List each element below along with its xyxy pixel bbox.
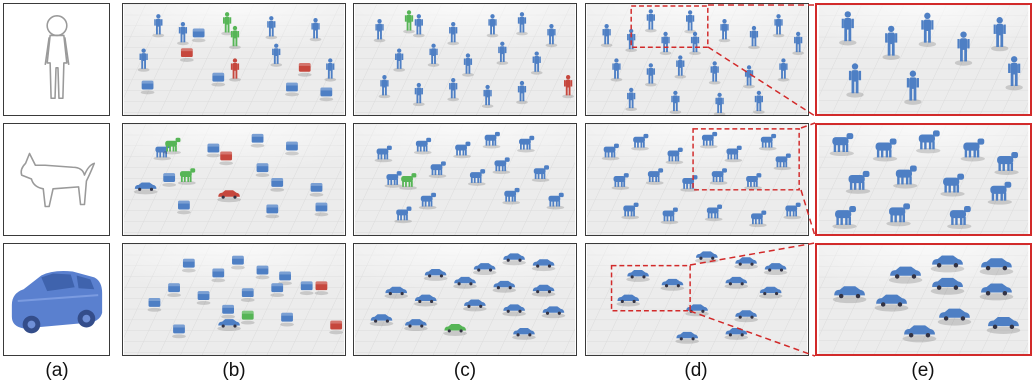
scene-b-human — [122, 3, 346, 116]
human-sketch-icon — [44, 15, 70, 100]
column-label-b: (b) — [222, 360, 246, 381]
column-label-c: (c) — [453, 360, 477, 381]
zoom-region — [692, 128, 800, 191]
scene-d-human — [585, 3, 809, 116]
query-panel-human — [3, 3, 110, 116]
dog-sketch-icon — [20, 152, 96, 208]
scene-b-animal — [122, 123, 346, 236]
scene-c-human — [353, 3, 577, 116]
query-panel-car — [3, 243, 110, 356]
scene-d-animal — [585, 123, 809, 236]
zoom-region — [630, 5, 709, 48]
scene-c-animal — [353, 123, 577, 236]
scene-e-animal-zoom — [815, 123, 1032, 236]
scene-b-car — [122, 243, 346, 356]
column-label-a: (a) — [45, 360, 69, 381]
car-model-icon — [11, 271, 103, 334]
column-label-e: (e) — [911, 360, 935, 381]
scene-e-car-zoom — [815, 243, 1032, 356]
scene-c-car — [353, 243, 577, 356]
scene-e-human-zoom — [815, 3, 1032, 116]
query-panel-dog — [3, 123, 110, 236]
scene-d-car — [585, 243, 809, 356]
column-label-d: (d) — [684, 360, 708, 381]
